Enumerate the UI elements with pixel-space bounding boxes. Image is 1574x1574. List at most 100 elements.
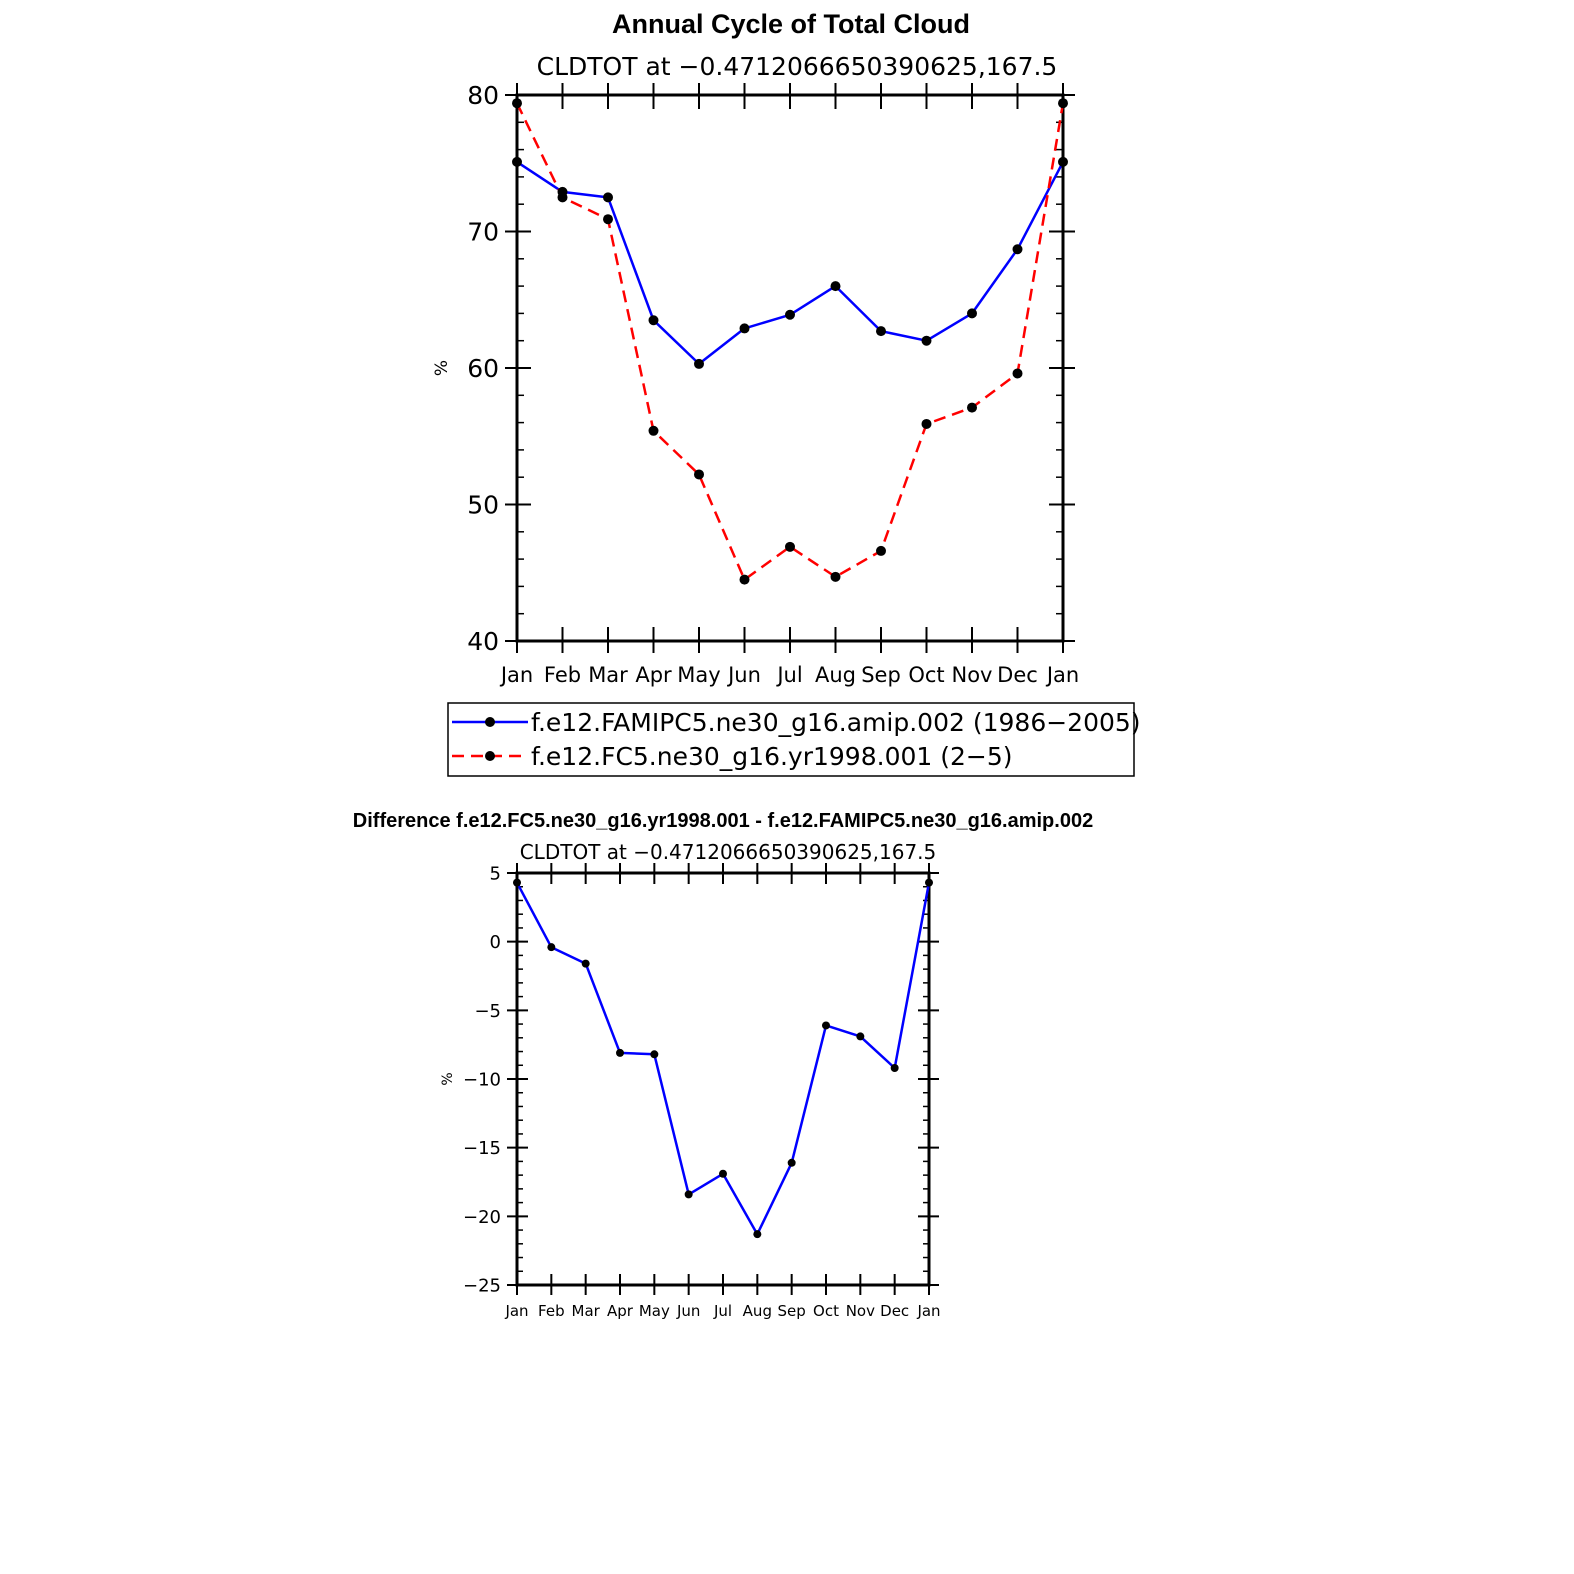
bottom-xtick-label: Apr (607, 1302, 634, 1320)
top-xtick-label: Jan (1045, 663, 1079, 687)
top-chart-subtitle: CLDTOT at −0.4712066650390625,167.5 (537, 52, 1058, 81)
top-series-1-point (1012, 368, 1023, 379)
top-series-1-point (648, 425, 659, 436)
top-xtick-label: Oct (908, 663, 944, 687)
top-series-1-point (1058, 98, 1068, 109)
bottom-chart-subtitle: CLDTOT at −0.4712066650390625,167.5 (520, 840, 937, 864)
bottom-chart-frame (515, 871, 931, 1287)
top-ytick-label: 80 (467, 81, 499, 110)
bottom-chart-ylabel: % (440, 1072, 456, 1085)
top-series-line-0 (516, 160, 1065, 366)
bottom-series-0-point (719, 1169, 727, 1178)
bottom-series-0-point (890, 1064, 899, 1073)
bottom-chart-yticks: −25 −20 −15 −10 −5 0 5 (463, 863, 939, 1296)
top-series-0-point (1058, 156, 1068, 167)
top-xtick-label: Dec (997, 663, 1038, 687)
top-series-0-point (512, 156, 522, 167)
top-xtick-label: Feb (544, 663, 581, 687)
legend: f.e12.FAMIPC5.ne30_g16.amip.002 (1986−20… (447, 702, 1141, 777)
top-series-1-point (876, 545, 886, 556)
top-series-1-point (830, 571, 841, 582)
bottom-chart: CLDTOT at −0.4712066650390625,167.5 % −2… (440, 840, 941, 1320)
top-xtick-label: Aug (815, 663, 856, 687)
legend-box (447, 702, 1135, 777)
bottom-chart-xticks: Jan Feb Mar Apr May Jun Jul Aug Sep Oct Nov Dec Jan (504, 863, 941, 1320)
top-xtick-label: Sep (861, 663, 901, 687)
top-ytick-label: 70 (467, 218, 499, 247)
top-xtick-label: Jun (726, 663, 761, 687)
top-chart-xticks: Jan Feb Mar Apr May Jun Jul Aug Sep Oct Nov Dec Jan (499, 83, 1079, 687)
difference-title: Difference f.e12.FC5.ne30_g16.yr1998.001… (353, 810, 1093, 832)
bottom-series-0-point (581, 959, 590, 968)
bottom-series-0-point (650, 1050, 659, 1059)
top-series-1-point (694, 469, 704, 480)
bottom-ytick-label: −10 (463, 1069, 501, 1090)
bottom-series-0-point (547, 943, 556, 952)
bottom-series-0-point (616, 1048, 624, 1057)
bottom-xtick-label: Mar (572, 1302, 601, 1320)
bottom-series-0-point (753, 1230, 762, 1239)
legend-label-amip: f.e12.FAMIPC5.ne30_g16.amip.002 (1986−20… (531, 708, 1141, 737)
bottom-ytick-label: −15 (463, 1138, 501, 1159)
top-series-1-point (785, 541, 795, 552)
bottom-xtick-label: Jan (504, 1302, 528, 1320)
bottom-xtick-label: Jun (676, 1302, 700, 1320)
top-chart-ylabel: % (432, 360, 452, 376)
top-xtick-label: Nov (952, 663, 993, 687)
bottom-xtick-label: Dec (880, 1302, 909, 1320)
bottom-xtick-label: May (639, 1302, 670, 1320)
top-series-0-point (830, 281, 841, 292)
top-series-0-point (876, 326, 886, 337)
bottom-plot-frame (515, 871, 931, 1287)
bottom-series-line-0 (515, 882, 931, 1236)
bottom-series-0-point (684, 1190, 693, 1199)
bottom-xtick-label: Jul (713, 1302, 732, 1320)
bottom-series-0-point (856, 1032, 865, 1041)
bottom-series-0-point (513, 878, 521, 887)
top-chart-yticks: 40 50 60 70 80 (467, 81, 1075, 656)
legend-marker-yr1998 (485, 751, 495, 761)
top-series-line-1 (515, 102, 1065, 581)
bottom-xtick-label: Sep (778, 1302, 806, 1320)
top-xtick-label: Mar (588, 663, 628, 687)
bottom-xtick-label: Aug (743, 1302, 772, 1320)
bottom-xtick-label: Oct (813, 1302, 839, 1320)
bottom-ytick-label: 5 (490, 863, 501, 884)
top-xtick-label: May (677, 663, 720, 687)
bottom-chart-series (513, 878, 933, 1239)
top-series-1-point (603, 214, 613, 225)
top-chart: CLDTOT at −0.4712066650390625,167.5 % 40… (432, 52, 1079, 687)
top-series-1-point (557, 192, 568, 203)
bottom-ytick-label: −5 (474, 1001, 501, 1022)
bottom-ytick-label: −20 (463, 1207, 501, 1228)
top-ytick-label: 50 (467, 491, 499, 520)
top-chart-series (512, 98, 1068, 585)
top-series-1-point (512, 98, 522, 109)
top-plot-frame (515, 93, 1065, 643)
top-series-0-point (967, 308, 977, 319)
top-series-0-point (785, 309, 795, 320)
legend-label-yr1998: f.e12.FC5.ne30_g16.yr1998.001 (2−5) (531, 742, 1013, 771)
top-series-1-point (967, 402, 977, 413)
bottom-series-0-point (787, 1158, 796, 1167)
bottom-xtick-label: Feb (538, 1302, 565, 1320)
top-xtick-label: Apr (635, 663, 672, 687)
top-series-1-point (921, 418, 932, 429)
top-xtick-label: Jul (775, 663, 802, 687)
top-series-0-point (1012, 244, 1023, 255)
bottom-series-0-point (925, 878, 933, 887)
top-series-0-point (921, 335, 932, 346)
top-series-1-point (739, 574, 750, 585)
top-xtick-label: Jan (499, 663, 533, 687)
top-series-0-point (694, 358, 704, 369)
top-series-0-point (603, 192, 613, 203)
bottom-ytick-label: −25 (463, 1275, 501, 1296)
bottom-xtick-label: Jan (916, 1302, 940, 1320)
top-ytick-label: 60 (467, 354, 499, 383)
top-series-0-point (648, 315, 659, 326)
top-ytick-label: 40 (467, 627, 499, 656)
legend-marker-amip (485, 717, 495, 727)
top-chart-frame (515, 93, 1065, 643)
bottom-series-0-point (822, 1021, 830, 1030)
